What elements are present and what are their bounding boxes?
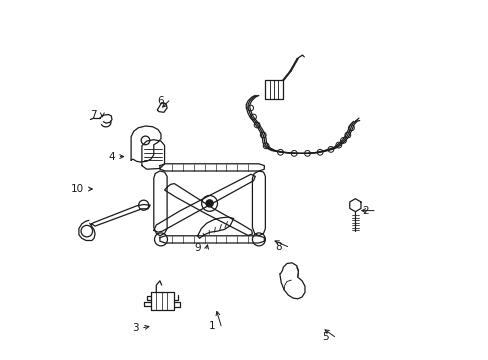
Text: 9: 9 bbox=[194, 243, 201, 253]
Text: 8: 8 bbox=[275, 242, 282, 252]
Text: 3: 3 bbox=[131, 323, 138, 333]
Text: 5: 5 bbox=[322, 332, 328, 342]
Text: 7: 7 bbox=[90, 110, 97, 120]
Text: 4: 4 bbox=[108, 152, 115, 162]
Text: 1: 1 bbox=[209, 321, 215, 331]
Text: 10: 10 bbox=[71, 184, 84, 194]
Circle shape bbox=[205, 200, 213, 207]
Text: 6: 6 bbox=[157, 96, 163, 106]
Text: 2: 2 bbox=[361, 206, 368, 216]
